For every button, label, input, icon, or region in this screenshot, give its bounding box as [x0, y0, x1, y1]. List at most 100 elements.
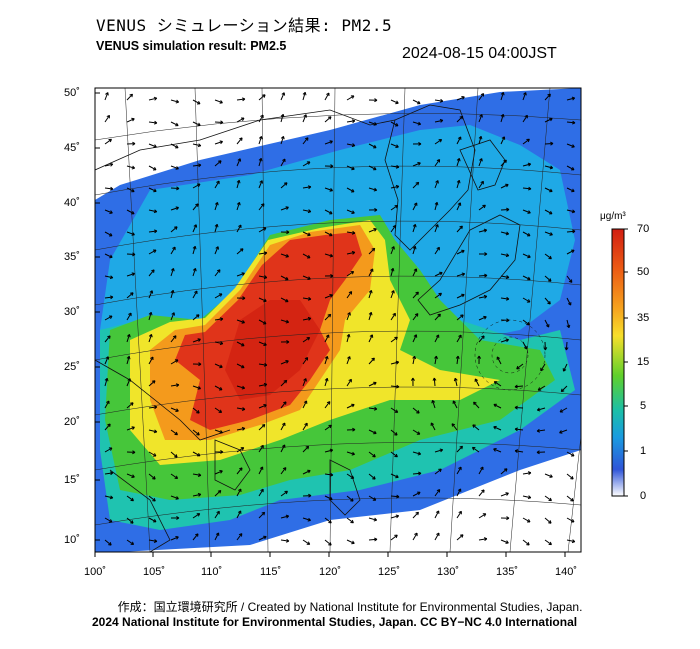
wind-arrowhead: [458, 466, 462, 471]
wind-arrowhead: [372, 497, 377, 501]
wind-arrow: [566, 451, 575, 457]
wind-arrow: [236, 533, 243, 541]
lon-label: 140˚: [555, 566, 578, 578]
wind-arrow: [104, 209, 113, 214]
wind-arrowhead: [571, 209, 576, 214]
wind-arrowhead: [459, 115, 464, 120]
wind-arrow: [522, 319, 530, 326]
wind-arrowhead: [152, 498, 156, 502]
wind-arrow: [170, 290, 174, 299]
wind-arrowhead: [514, 427, 519, 432]
wind-arrow: [104, 400, 110, 409]
wind-arrow: [452, 400, 458, 409]
wind-arrowhead: [104, 377, 109, 382]
colorbar-tick: 15: [637, 356, 650, 368]
wind-arrow: [170, 335, 177, 343]
wind-arrowhead: [430, 422, 435, 426]
wind-arrow: [522, 472, 531, 475]
wind-arrowhead: [259, 180, 263, 184]
wind-arrowhead: [436, 489, 441, 493]
wind-arrow: [170, 429, 178, 436]
wind-arrowhead: [549, 210, 553, 215]
wind-arrowhead: [258, 136, 263, 140]
wind-arrowhead: [451, 423, 456, 427]
wind-arrow: [522, 231, 531, 237]
wind-arrow: [544, 495, 552, 502]
wind-arrowhead: [282, 467, 287, 471]
wind-arrowhead: [283, 401, 287, 405]
wind-arrowhead: [192, 245, 197, 250]
wind-arrow: [104, 335, 111, 343]
wind-arrow: [500, 297, 509, 300]
wind-arrowhead: [373, 430, 377, 435]
wind-arrow: [104, 187, 113, 190]
wind-arrowhead: [570, 476, 574, 480]
wind-arrowhead: [174, 454, 178, 458]
wind-arrowhead: [127, 378, 131, 382]
wind-arrow: [544, 93, 551, 101]
wind-arrow: [280, 539, 289, 542]
wind-arrowhead: [484, 273, 488, 278]
wind-arrowhead: [394, 409, 399, 413]
wind-arrow: [346, 473, 354, 479]
wind-arrowhead: [413, 334, 418, 338]
wind-arrow: [500, 253, 509, 257]
wind-arrowhead: [219, 470, 223, 474]
wind-arrow: [390, 143, 399, 148]
wind-arrowhead: [562, 368, 567, 372]
wind-arrowhead: [536, 450, 540, 455]
wind-arrow: [302, 445, 309, 453]
wind-arrow: [456, 158, 460, 167]
wind-arrow: [126, 378, 131, 387]
wind-arrow: [346, 251, 355, 255]
wind-arrowhead: [219, 140, 223, 145]
wind-arrow: [236, 272, 245, 277]
wind-arrow: [478, 158, 483, 167]
wind-arrowhead: [330, 164, 334, 169]
wind-arrowhead: [196, 100, 201, 105]
wind-arrowhead: [568, 279, 573, 283]
wind-arrow: [368, 429, 377, 434]
wind-arrowhead: [197, 473, 202, 477]
wind-arrow: [170, 207, 179, 211]
wind-arrowhead: [547, 300, 551, 305]
wind-arrow: [280, 92, 285, 101]
wind-arrowhead: [109, 275, 114, 280]
wind-arrow: [368, 228, 377, 233]
wind-arrow: [324, 424, 332, 431]
wind-arrow: [537, 429, 546, 432]
wind-arrowhead: [435, 510, 440, 514]
wind-arrow: [412, 202, 418, 211]
lat-label: 40˚: [64, 197, 80, 209]
wind-arrowhead: [307, 232, 311, 237]
wind-arrow: [566, 539, 575, 543]
wind-arrowhead: [194, 290, 198, 295]
wind-arrowhead: [285, 298, 289, 303]
wind-arrow: [302, 400, 308, 409]
wind-arrowhead: [241, 407, 246, 411]
wind-arrow: [434, 313, 441, 321]
wind-arrowhead: [307, 316, 312, 321]
wind-arrowhead: [373, 187, 378, 192]
wind-arrow: [258, 536, 267, 541]
wind-arrow: [544, 297, 551, 305]
wind-arrow: [148, 269, 155, 277]
wind-arrowhead: [175, 536, 179, 540]
wind-arrowhead: [242, 296, 246, 301]
wind-arrow: [236, 341, 245, 347]
wind-arrow: [346, 165, 355, 170]
wind-arrowhead: [536, 407, 541, 412]
wind-arrow: [258, 180, 263, 189]
wind-arrow: [324, 294, 333, 299]
wind-arrowhead: [152, 166, 157, 171]
wind-arrowhead: [174, 359, 179, 363]
wind-arrowhead: [170, 268, 175, 272]
wind-arrow: [412, 162, 421, 167]
wind-arrow: [148, 209, 157, 213]
wind-arrowhead: [480, 466, 484, 471]
wind-arrow: [544, 143, 554, 145]
wind-arrowhead: [131, 474, 135, 478]
wind-arrow: [214, 532, 220, 541]
wind-arrow: [456, 115, 464, 123]
wind-arrow: [390, 268, 394, 277]
